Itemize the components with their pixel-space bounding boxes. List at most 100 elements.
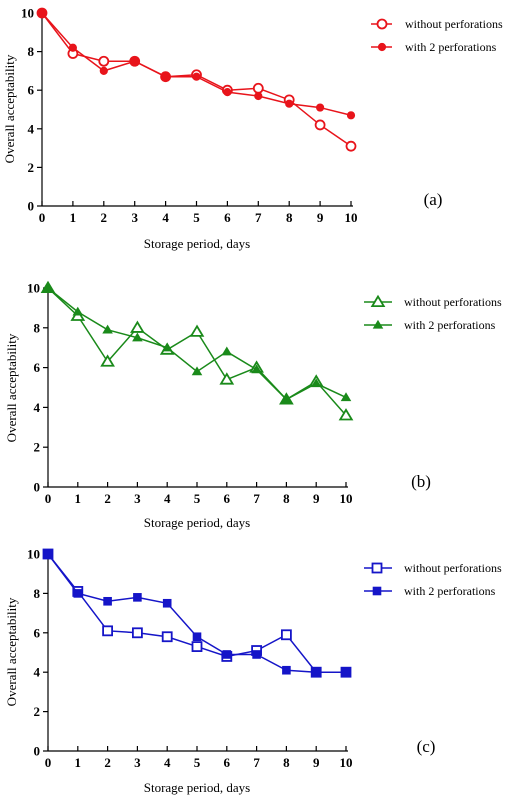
series-1-point [338,408,354,421]
x-tick-label: 0 [39,210,46,225]
x-tick-label: 10 [340,755,353,770]
x-tick-label: 5 [193,210,200,225]
y-tick-label: 0 [34,480,41,495]
y-tick-label: 4 [28,121,35,136]
series-1-point [161,631,173,643]
series-1-point [191,641,203,652]
series-2-point [346,111,356,120]
y-tick-label: 6 [34,625,41,640]
x-tick-label: 2 [104,755,111,770]
x-tick-label: 6 [224,491,231,506]
series-2-point [281,394,292,404]
series-1-point [252,82,264,94]
legend-label-series-2: with 2 perforations [404,318,496,332]
x-tick-label: 7 [253,491,260,506]
x-tick-label: 3 [131,210,138,225]
series-1-line [47,287,347,416]
panel-label: (b) [411,472,431,491]
series-2-line [41,12,352,117]
chart-panel-c: Overall acceptability Storage period, da… [4,547,502,796]
y-tick-label: 8 [34,320,41,335]
legend-marker-series-2 [377,42,387,52]
series-1-point [280,629,292,641]
x-tick-label: 4 [162,210,169,225]
x-tick-label: 4 [164,755,171,770]
series-2-point [102,324,113,334]
series-2-point [43,549,53,559]
x-tick-label: 0 [45,755,52,770]
y-tick-label: 10 [27,281,40,296]
series-1-line [47,553,346,673]
x-tick-label: 5 [194,491,201,506]
series-2-point [254,91,263,101]
y-tick-label: 4 [34,400,41,415]
series-1-point [131,627,143,639]
x-axis-label: Storage period, days [144,515,251,530]
series-1-point [189,324,205,337]
series-2-point [161,342,173,352]
series-1-point [130,320,145,333]
y-tick-label: 10 [27,547,40,562]
x-tick-label: 6 [224,210,231,225]
y-axis-label: Overall acceptability [4,333,19,442]
series-2-point [341,667,351,677]
x-tick-label: 5 [194,755,201,770]
series-2-point [37,8,47,18]
panel-label: (c) [417,737,436,756]
x-tick-label: 10 [340,491,353,506]
x-tick-label: 0 [45,491,52,506]
y-axis-label: Overall acceptability [2,54,17,163]
series-2-point [192,72,201,81]
chart-panel-a: Overall acceptability Storage period, da… [2,6,503,252]
x-axis-label: Storage period, days [144,780,251,795]
y-tick-label: 2 [34,440,41,455]
x-tick-label: 3 [134,755,141,770]
x-tick-label: 8 [286,210,293,225]
x-tick-label: 2 [104,491,111,506]
series-1-point [102,625,113,637]
series-2-point [103,596,112,606]
x-tick-label: 8 [283,755,290,770]
y-tick-label: 6 [34,360,41,375]
series-2-point [72,306,84,316]
series-2-point [282,665,291,675]
series-2-point [285,99,294,108]
legend-marker-series-2 [372,586,382,596]
x-tick-label: 9 [313,755,320,770]
y-tick-label: 4 [34,665,41,680]
legend-label-series-1: without perforations [404,295,502,309]
x-tick-label: 6 [224,755,231,770]
chart-panel-b: Overall acceptability Storage period, da… [4,281,502,531]
series-2-point [221,346,233,356]
y-tick-label: 8 [34,586,41,601]
x-tick-label: 9 [313,491,320,506]
legend-marker-series-2 [372,319,384,329]
x-tick-label: 9 [317,210,324,225]
series-2-point [310,378,322,388]
series-2-point [42,282,54,292]
series-2-point [68,43,78,52]
series-2-point [222,650,232,659]
series-2-point [192,632,202,642]
x-axis-label: Storage period, days [144,236,251,251]
series-2-point [340,392,352,402]
legend-label-series-1: without perforations [404,561,502,575]
legend-label-series-1: without perforations [405,17,503,31]
legend-label-series-2: with 2 perforations [405,40,497,54]
x-tick-label: 2 [101,210,108,225]
series-2-line [47,287,347,401]
series-2-point [316,103,325,112]
series-2-point [223,88,232,97]
x-tick-label: 10 [345,210,358,225]
series-2-point [162,598,172,608]
series-2-point [311,667,321,677]
y-tick-label: 6 [28,83,35,98]
y-tick-label: 0 [28,199,35,214]
x-tick-label: 1 [70,210,77,225]
legend-label-series-2: with 2 perforations [404,584,496,598]
series-1-point [219,372,235,385]
y-tick-label: 0 [34,744,41,759]
y-tick-label: 2 [28,160,35,175]
x-tick-label: 7 [253,755,260,770]
